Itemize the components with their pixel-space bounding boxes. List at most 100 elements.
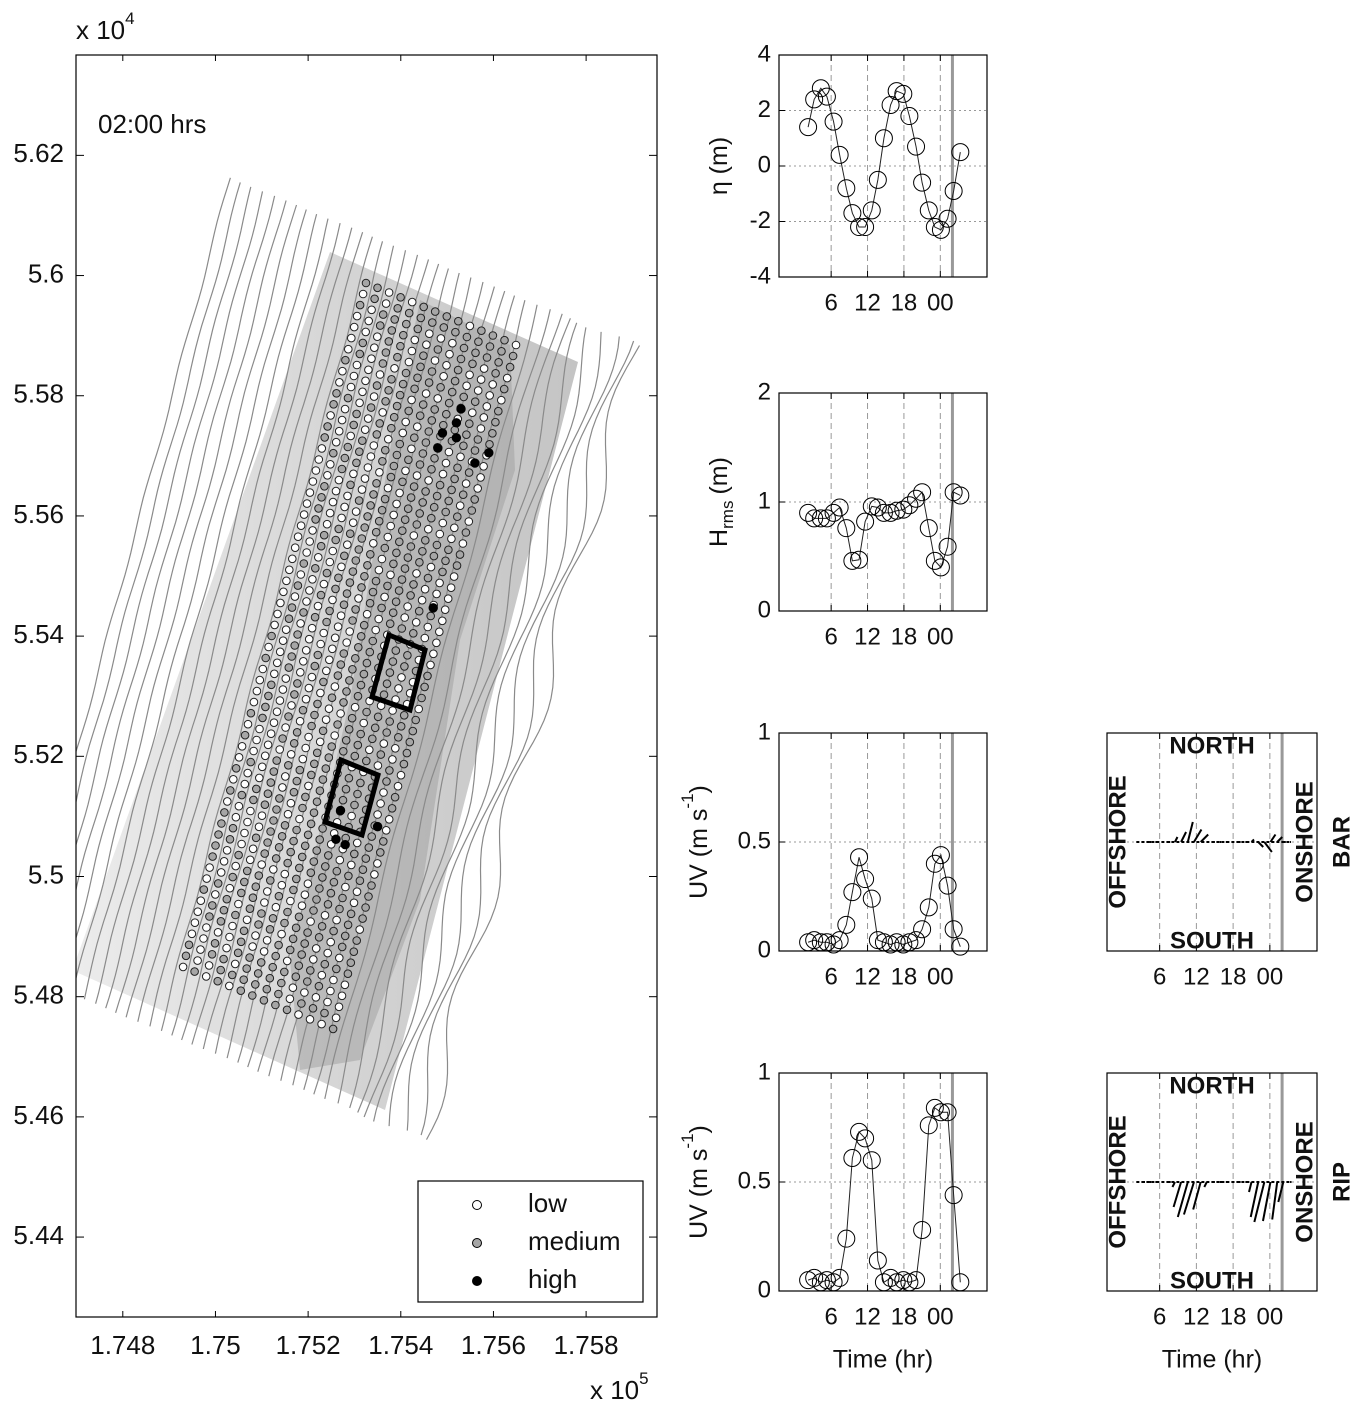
data-point <box>931 220 950 239</box>
sensor-site <box>266 827 275 836</box>
sensor-site <box>284 761 293 770</box>
sensor-site <box>433 345 443 354</box>
sensor-site <box>430 356 440 365</box>
sensor-site <box>230 959 240 969</box>
sensor-site <box>334 426 344 436</box>
data-point <box>944 1186 963 1205</box>
x-tick-label: 6 <box>824 623 837 650</box>
sensor-site <box>424 476 433 485</box>
sensor-site <box>225 981 234 991</box>
sensor-site <box>400 515 410 525</box>
sensor-site <box>409 482 419 491</box>
sensor-site <box>383 483 393 493</box>
sensor-site <box>329 926 338 936</box>
north-label: NORTH <box>1169 732 1254 759</box>
sensor-site <box>297 950 307 959</box>
x-tick-label: 12 <box>854 623 881 650</box>
sensor-site <box>448 338 457 348</box>
sensor-site <box>497 395 506 405</box>
sensor-site <box>335 378 344 387</box>
sensor-site <box>286 750 296 759</box>
sensor-site <box>373 332 382 342</box>
sensor-site <box>299 510 309 519</box>
sensor-site <box>340 404 350 414</box>
sensor-site <box>290 592 300 601</box>
sensor-site <box>390 792 400 802</box>
sensor-site <box>260 751 270 761</box>
sensor-site <box>458 490 468 500</box>
sensor-site <box>234 899 243 909</box>
velocity-stick <box>1171 1181 1176 1188</box>
sensor-site <box>449 572 459 581</box>
sensor-site <box>370 343 379 353</box>
sensor-site <box>355 300 365 310</box>
y-axis-label: UV (m s-1) <box>678 785 712 899</box>
sensor-site <box>281 723 290 732</box>
sensor-site <box>193 956 202 965</box>
series-line <box>807 87 961 231</box>
sensor-site <box>398 428 408 438</box>
sensor-site <box>251 882 261 892</box>
y-label-sup: -1 <box>678 1133 697 1148</box>
sensor-site <box>314 553 323 562</box>
data-point <box>919 898 938 917</box>
sensor-site <box>364 316 374 326</box>
x-tick-label: 12 <box>1183 963 1210 990</box>
sensor-site <box>362 658 372 668</box>
sensor-site <box>373 859 382 868</box>
sensor-site <box>300 988 309 997</box>
sensor-site <box>439 420 448 430</box>
sensor-site <box>345 529 355 539</box>
sensor-site <box>208 901 217 910</box>
sensor-site <box>339 649 349 658</box>
sensor-site <box>340 453 350 463</box>
sensor-site <box>323 900 333 909</box>
sensor-site <box>395 537 404 547</box>
sensor-site <box>353 691 363 701</box>
sensor-site <box>349 898 359 908</box>
sensor-site <box>321 764 331 773</box>
data-point <box>913 920 932 939</box>
map-grid <box>76 177 641 1140</box>
sensor-site <box>254 920 263 929</box>
sensor-site <box>367 354 376 364</box>
velocity-stick <box>1250 838 1255 843</box>
sensor-site <box>397 575 407 584</box>
sensor-site <box>234 850 243 860</box>
data-point <box>837 179 856 198</box>
sensor-site <box>320 959 330 969</box>
sensor-site <box>382 728 392 737</box>
sensor-site <box>293 679 302 688</box>
sensor-site <box>322 617 331 627</box>
sensor-site <box>368 734 377 744</box>
sensor-site <box>257 762 267 772</box>
sensor-site <box>331 486 341 496</box>
data-point <box>830 498 849 517</box>
depth-contour <box>76 177 231 754</box>
sensor-site <box>347 713 357 723</box>
data-point <box>874 129 893 148</box>
sensor-site <box>329 400 338 409</box>
sensor-site <box>438 518 448 528</box>
sensor-site <box>227 970 237 980</box>
sensor-site <box>331 535 341 545</box>
sensor-site <box>436 334 446 343</box>
data-point <box>799 118 818 137</box>
y-label-text: UV (m s <box>685 1149 713 1239</box>
sensor-site <box>252 735 261 745</box>
sensor-site <box>384 434 393 444</box>
data-point <box>805 1268 824 1287</box>
sensor-site <box>374 614 384 624</box>
sensor-site <box>415 509 425 518</box>
sensor-site <box>344 344 353 354</box>
sensor-site <box>287 701 296 710</box>
depth-contour <box>125 222 341 1018</box>
sensor-site <box>454 316 463 326</box>
sensor-site <box>395 488 404 498</box>
sensor-site <box>289 787 299 797</box>
sensor-site <box>376 750 386 759</box>
sensor-site <box>444 398 454 408</box>
site-label: RIP <box>1328 1162 1355 1202</box>
sensor-site <box>281 625 291 635</box>
sensor-site <box>476 473 485 482</box>
